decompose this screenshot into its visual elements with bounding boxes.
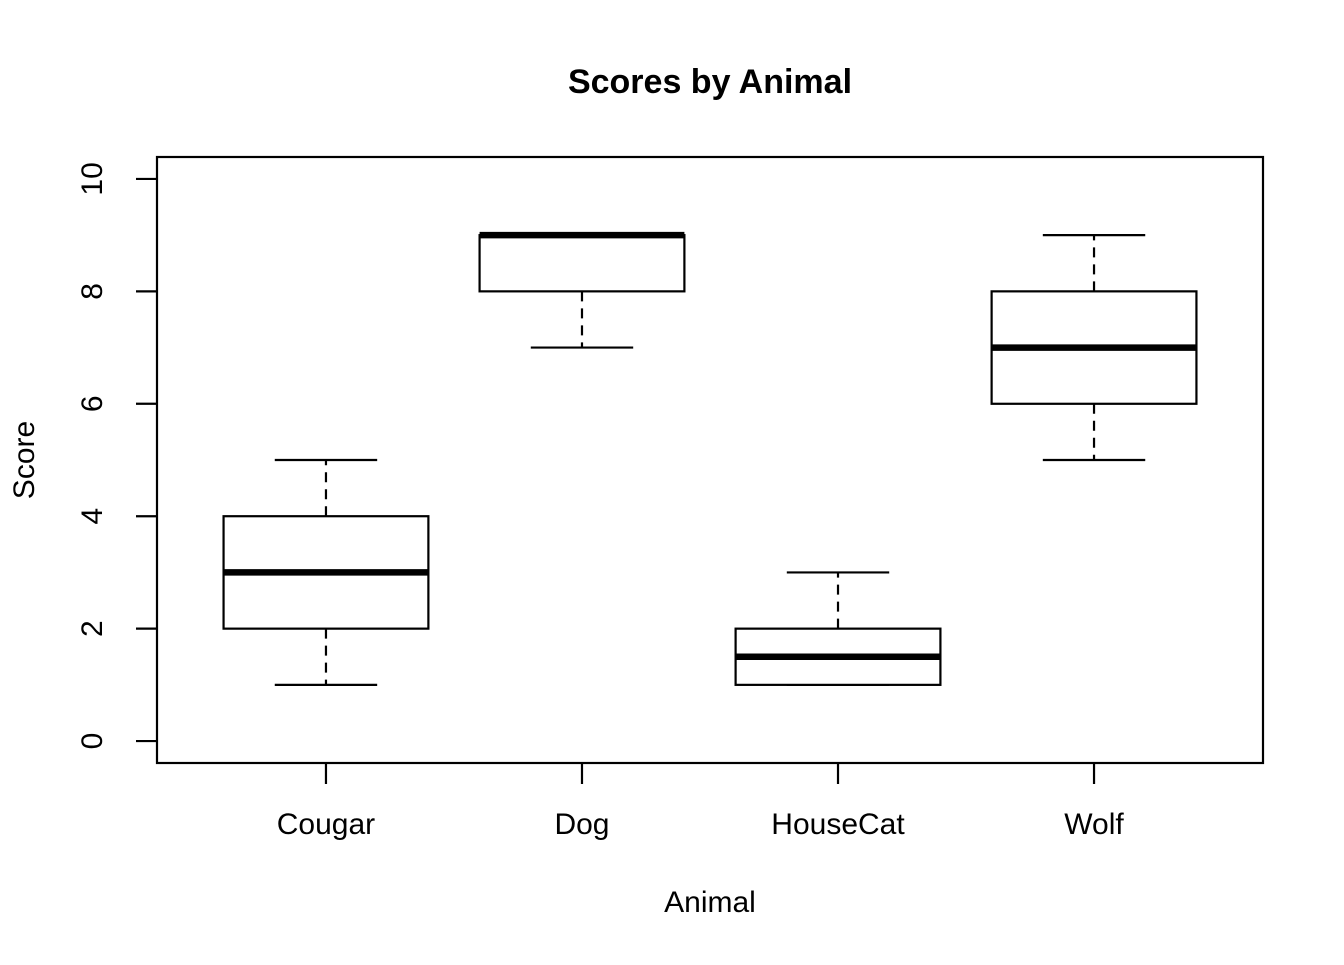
x-axis-label: Animal (664, 886, 756, 919)
x-tick-label: Dog (554, 808, 609, 841)
plot-area: 0 2 4 6 8 10 Cougar Dog HouseCat Wolf (76, 155, 1265, 841)
y-tick-label: 10 (76, 162, 109, 195)
y-tick-label: 4 (76, 508, 109, 525)
y-tick-label: 0 (76, 733, 109, 750)
box-rect (478, 234, 686, 293)
boxplot-wolf (990, 234, 1198, 462)
plot-border (155, 155, 1265, 765)
boxplot-housecat (734, 571, 942, 686)
boxplot-dog (478, 231, 686, 349)
y-tick-label: 2 (76, 620, 109, 637)
y-axis-label: Score (8, 421, 41, 499)
y-tick-label: 8 (76, 283, 109, 300)
x-tick-label: HouseCat (771, 808, 905, 841)
y-tick-label: 6 (76, 395, 109, 412)
boxplot-cougar (222, 458, 430, 686)
x-tick-label: Cougar (277, 808, 375, 841)
chart-title: Scores by Animal (568, 63, 852, 101)
x-tick-label: Wolf (1064, 808, 1124, 841)
